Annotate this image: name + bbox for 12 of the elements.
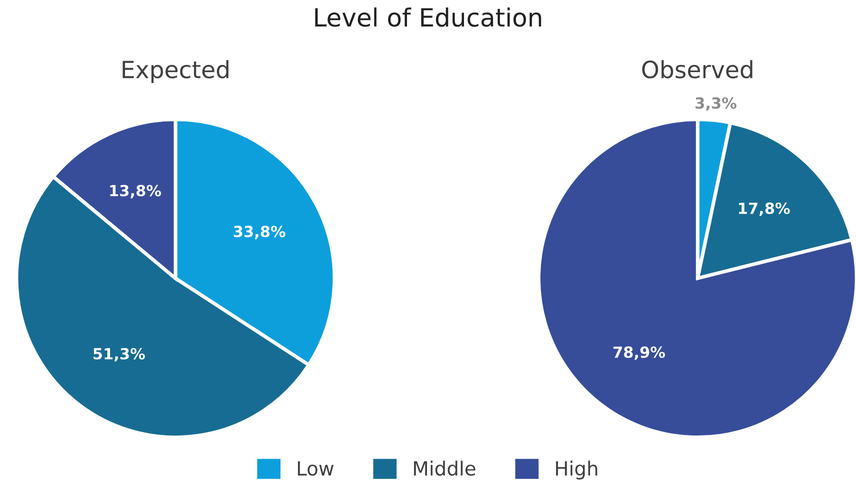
data-label: 78,9%	[613, 346, 665, 360]
legend-label: Low	[298, 461, 334, 476]
data-label: 17,8%	[739, 202, 790, 216]
data-label: 13,8%	[110, 184, 162, 198]
legend-label: High	[556, 460, 598, 480]
chart-title: Level of Education	[315, 7, 542, 27]
chart-subtitle: Observed	[642, 60, 752, 78]
data-label: 3,3%	[696, 97, 736, 111]
legend-label: Middle	[414, 460, 476, 476]
data-label: 51,3%	[94, 348, 145, 362]
data-label: 33,8%	[234, 226, 286, 240]
chart-subtitle: Expected	[122, 60, 228, 83]
